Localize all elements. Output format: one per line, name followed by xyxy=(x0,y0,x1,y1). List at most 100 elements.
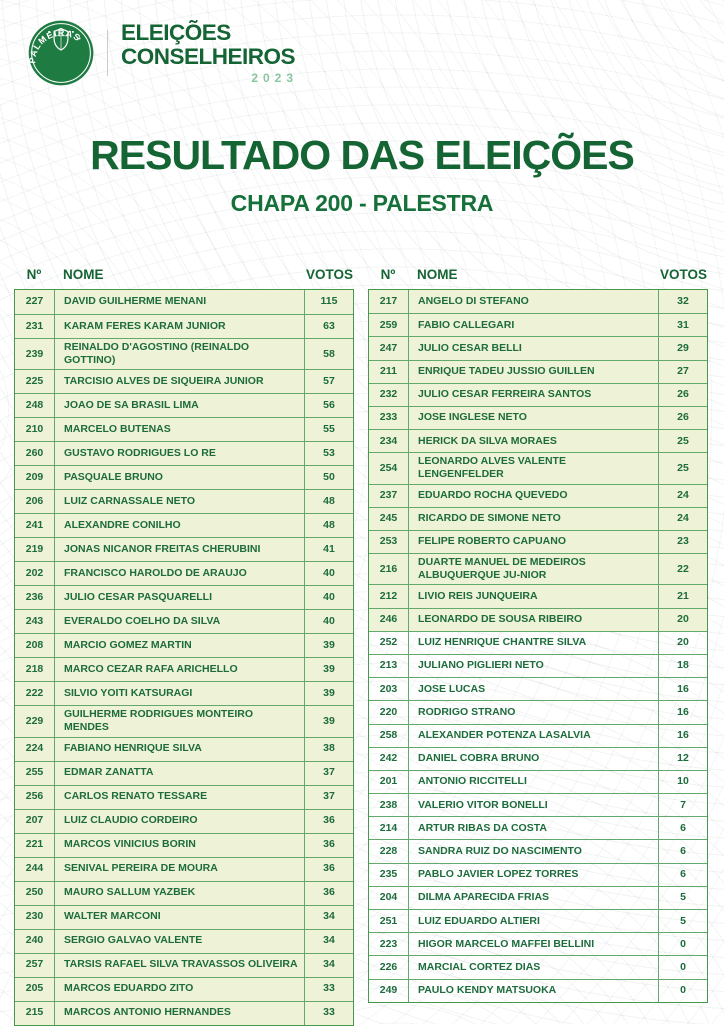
table-row: 247 JULIO CESAR BELLI 29 xyxy=(369,336,707,360)
column-header-votes: VOTOS xyxy=(305,266,353,282)
page-subtitle: CHAPA 200 - PALESTRA xyxy=(230,190,494,216)
row-votes-cell: 0 xyxy=(658,956,707,979)
row-votes-cell: 22 xyxy=(658,554,707,585)
table-row: 218 MARCO CEZAR RAFA ARICHELLO 39 xyxy=(15,657,353,682)
row-name-cell: EDUARDO ROCHA QUEVEDO xyxy=(418,489,568,502)
row-number-cell: 226 xyxy=(369,956,409,979)
row-number-cell: 241 xyxy=(15,514,55,538)
row-votes-cell: 53 xyxy=(304,442,353,466)
table-row: 233 JOSE INGLESE NETO 26 xyxy=(369,405,707,430)
table-row: 204 DILMA APARECIDA FRIAS 5 xyxy=(369,885,707,909)
row-number-cell: 224 xyxy=(15,737,55,761)
row-number-cell: 260 xyxy=(15,442,55,466)
table-row: 238 VALERIO VITOR BONELLI 7 xyxy=(369,793,707,817)
table-row: 243 EVERALDO COELHO DA SILVA 40 xyxy=(15,609,353,634)
row-votes-cell: 33 xyxy=(304,977,353,1001)
row-name-cell: JULIO CESAR FERREIRA SANTOS xyxy=(418,388,592,401)
row-name-cell: KARAM FERES KARAM JUNIOR xyxy=(64,319,226,332)
row-votes-cell: 115 xyxy=(304,290,353,314)
row-votes-cell: 31 xyxy=(658,314,707,337)
row-name-cell: MARCOS EDUARDO ZITO xyxy=(64,982,194,995)
table-row: 210 MARCELO BUTENAS 55 xyxy=(15,417,353,442)
row-number-cell: 254 xyxy=(369,453,409,484)
table-row: 255 EDMAR ZANATTA 37 xyxy=(15,760,353,785)
row-votes-cell: 41 xyxy=(304,538,353,562)
row-votes-cell: 32 xyxy=(658,290,707,314)
row-number-cell: 236 xyxy=(15,586,55,610)
table-row: 234 HERICK DA SILVA MORAES 25 xyxy=(369,429,707,453)
row-name-cell: HIGOR MARCELO MAFFEI BELLINI xyxy=(418,937,595,950)
row-number-cell: 242 xyxy=(369,747,409,770)
row-name-cell: RODRIGO STRANO xyxy=(418,705,516,718)
row-number-cell: 238 xyxy=(369,794,409,817)
table-row: 251 LUIZ EDUARDO ALTIERI 5 xyxy=(369,909,707,933)
row-votes-cell: 39 xyxy=(304,682,353,706)
row-votes-cell: 5 xyxy=(658,910,707,933)
row-number-cell: 258 xyxy=(369,724,409,747)
row-name-cell: JONAS NICANOR FREITAS CHERUBINI xyxy=(64,543,261,556)
row-votes-cell: 6 xyxy=(658,817,707,840)
table-row: 260 GUSTAVO RODRIGUES LO RE 53 xyxy=(15,441,353,466)
table-row: 205 MARCOS EDUARDO ZITO 33 xyxy=(15,976,353,1001)
row-votes-cell: 0 xyxy=(658,933,707,956)
row-number-cell: 234 xyxy=(369,430,409,453)
row-number-cell: 218 xyxy=(15,658,55,682)
row-votes-cell: 40 xyxy=(304,586,353,610)
table-row: 220 RODRIGO STRANO 16 xyxy=(369,700,707,724)
row-number-cell: 209 xyxy=(15,466,55,490)
table-row: 246 LEONARDO DE SOUSA RIBEIRO 20 xyxy=(369,607,707,631)
row-number-cell: 221 xyxy=(15,833,55,857)
row-votes-cell: 39 xyxy=(304,634,353,658)
row-votes-cell: 37 xyxy=(304,785,353,809)
row-votes-cell: 25 xyxy=(658,453,707,484)
row-votes-cell: 21 xyxy=(658,585,707,608)
row-votes-cell: 36 xyxy=(304,809,353,833)
row-name-cell: MAURO SALLUM YAZBEK xyxy=(64,886,196,899)
row-name-cell: JOSE LUCAS xyxy=(418,682,486,695)
row-votes-cell: 24 xyxy=(658,484,707,507)
results-tables: Nº NOME VOTOS 227 DAVID GUILHERME MENANI 1… xyxy=(0,263,724,1026)
row-name-cell: DUARTE MANUEL DE MEDEIROS ALBUQUERQUE JU… xyxy=(418,556,586,582)
row-number-cell: 211 xyxy=(369,360,409,383)
palmeiras-logo: PALMEIRAS xyxy=(27,20,94,86)
row-number-cell: 230 xyxy=(15,905,55,929)
row-votes-cell: 10 xyxy=(658,770,707,794)
table-row: 239 REINALDO D'AGOSTINO (REINALDO GOTTINO… xyxy=(15,338,353,370)
row-number-cell: 225 xyxy=(15,370,55,394)
row-number-cell: 227 xyxy=(15,290,55,314)
table-row: 252 LUIZ HENRIQUE CHANTRE SILVA 20 xyxy=(369,630,707,654)
row-number-cell: 228 xyxy=(369,840,409,863)
row-name-cell: LUIZ CLAUDIO CORDEIRO xyxy=(64,814,198,827)
row-name-cell: JULIO CESAR PASQUARELLI xyxy=(64,591,212,604)
row-number-cell: 240 xyxy=(15,929,55,953)
row-name-cell: LUIZ CARNASSALE NETO xyxy=(64,495,196,508)
row-votes-cell: 23 xyxy=(658,530,707,554)
row-name-cell: JOAO DE SA BRASIL LIMA xyxy=(64,399,199,412)
row-votes-cell: 50 xyxy=(304,466,353,490)
row-votes-cell: 25 xyxy=(658,430,707,453)
row-name-cell: FABIO CALLEGARI xyxy=(418,318,515,331)
table-row: 253 FELIPE ROBERTO CAPUANO 23 xyxy=(369,529,707,554)
table-row: 259 FABIO CALLEGARI 31 xyxy=(369,313,707,337)
row-number-cell: 239 xyxy=(15,339,55,370)
row-name-cell: RICARDO DE SIMONE NETO xyxy=(418,512,561,525)
table-row: 248 JOAO DE SA BRASIL LIMA 56 xyxy=(15,393,353,418)
row-number-cell: 202 xyxy=(15,562,55,586)
row-number-cell: 222 xyxy=(15,682,55,706)
row-name-cell: LIVIO REIS JUNQUEIRA xyxy=(418,589,538,602)
table-row: 228 SANDRA RUIZ DO NASCIMENTO 6 xyxy=(369,839,707,863)
row-votes-cell: 27 xyxy=(658,360,707,383)
row-votes-cell: 16 xyxy=(658,678,707,701)
row-votes-cell: 36 xyxy=(304,833,353,857)
row-name-cell: SILVIO YOITI KATSURAGI xyxy=(64,687,193,700)
row-number-cell: 203 xyxy=(369,678,409,701)
table-header-left: Nº NOME VOTOS xyxy=(14,263,354,285)
row-name-cell: SERGIO GALVAO VALENTE xyxy=(64,934,203,947)
row-votes-cell: 24 xyxy=(658,507,707,530)
row-name-cell: LEONARDO ALVES VALENTE LENGENFELDER xyxy=(418,455,566,481)
row-name-cell: ALEXANDER POTENZA LASALVIA xyxy=(418,729,591,742)
row-number-cell: 213 xyxy=(369,654,409,678)
row-number-cell: 210 xyxy=(15,418,55,442)
table-row: 240 SERGIO GALVAO VALENTE 34 xyxy=(15,928,353,953)
